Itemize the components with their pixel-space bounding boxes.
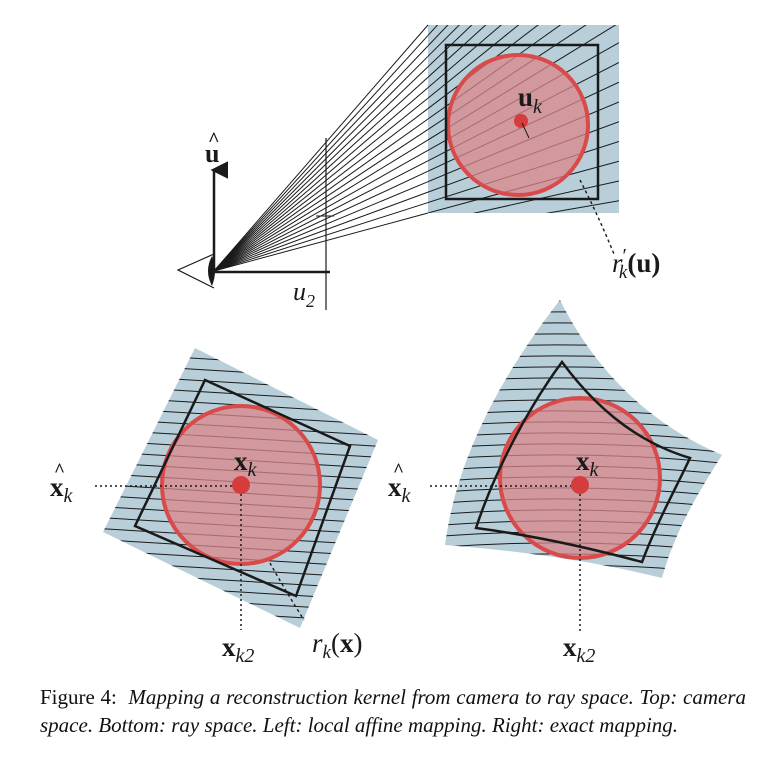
u2-label: u2 [293, 277, 315, 311]
rk-label: rk(x) [312, 628, 362, 663]
figure-caption: Figure 4: Mapping a reconstruction kerne… [40, 683, 746, 739]
rk-prime-leader [579, 179, 615, 255]
kernel-bounding-square [444, 43, 600, 201]
hatch-line [213, 66, 429, 272]
affine-footprint-square [133, 378, 352, 598]
hatch-line [213, 181, 429, 272]
exact-xhat-accent: ^ [393, 460, 404, 481]
hatch-line [428, 25, 520, 99]
hatch-line [428, 25, 429, 26]
hatch-line [213, 76, 429, 272]
caption-label: Figure 4: [40, 685, 117, 709]
hatch-line [103, 348, 378, 349]
hatch-line [428, 25, 473, 68]
hatch-line [213, 35, 429, 272]
hatch-line [213, 97, 429, 272]
affine-xk2-label: xk2 [222, 632, 254, 667]
hatch-line [103, 348, 378, 360]
hatch-line [545, 200, 619, 213]
exact-xk-label: xk [576, 446, 600, 481]
camera-space-panel [213, 0, 619, 280]
hatch-line [90, 308, 390, 326]
u-hat-accent: ^ [208, 129, 220, 151]
hatch-line [430, 279, 730, 288]
hatch-line [428, 0, 619, 4]
exact-center-xk [571, 476, 589, 494]
kernel-center-uk [514, 114, 528, 128]
hatch-line [213, 170, 429, 272]
hatch-line [428, 0, 619, 15]
exact-xhat-label: xk [388, 472, 412, 507]
exact-footprint-curved [474, 359, 692, 564]
ray-space-affine-panel [90, 286, 390, 630]
hatch-line [472, 180, 619, 213]
hatch-line [428, 260, 619, 265]
hatch-line [213, 118, 429, 272]
eye-icon [176, 253, 215, 289]
hatch-line [428, 240, 619, 254]
hatch-line [428, 25, 487, 78]
affine-center-xk [232, 476, 250, 494]
uk-tick [521, 122, 530, 139]
hatch-line [103, 604, 378, 624]
hatch-line [428, 221, 619, 245]
hatch-line [213, 24, 429, 272]
hatch-line [90, 319, 390, 337]
hatch-line [213, 149, 429, 272]
hatch-line [445, 322, 722, 333]
hatch-line [213, 212, 429, 272]
hatch-line [445, 311, 722, 322]
hatch-line [428, 25, 502, 89]
hatch-line [213, 191, 429, 272]
affine-xhat-label: xk [50, 472, 74, 507]
hatch-line [213, 45, 429, 272]
affine-xk-label: xk [234, 446, 258, 481]
rk-leader [269, 562, 305, 621]
hatch-line [103, 351, 378, 371]
hatch-line [90, 286, 390, 304]
uk-label: uk [518, 82, 543, 118]
rk-prime-label: r′ k(u) [612, 245, 660, 283]
u-hat-label: u [205, 139, 219, 168]
camera-rays [213, 24, 429, 272]
hatch-line [213, 87, 429, 272]
caption-text: Mapping a reconstruction kernel from cam… [40, 685, 746, 737]
hatch-line [213, 55, 429, 272]
camera-axes [176, 138, 615, 310]
affine-xhat-accent: ^ [54, 460, 65, 481]
exact-xk2-label: xk2 [563, 632, 595, 667]
hatch-line [428, 276, 619, 280]
hatch-line [213, 108, 429, 272]
eye-lens-icon [208, 256, 215, 286]
hatch-line [445, 300, 722, 311]
hatch-line [213, 139, 429, 272]
hatch-line [213, 129, 429, 272]
hatch-line [430, 290, 730, 299]
hatch-line [213, 202, 429, 272]
hatch-line [90, 297, 390, 315]
